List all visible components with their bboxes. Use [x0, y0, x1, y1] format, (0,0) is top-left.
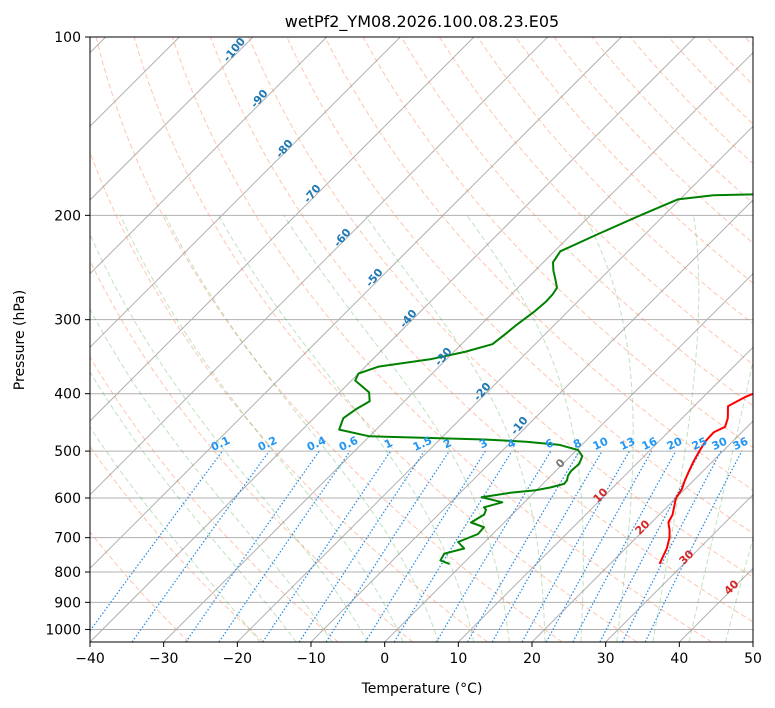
mixing-ratio-line	[621, 450, 722, 642]
isotherm	[90, 37, 475, 422]
moist-adiabat	[90, 426, 261, 642]
dry-adiabat	[210, 37, 753, 623]
dry-adiabat	[90, 531, 190, 642]
y-tick-label: 200	[54, 208, 81, 224]
moist-adiabat	[119, 215, 404, 642]
mixing-ratio-label: 36	[731, 435, 751, 453]
moist-adiabat	[90, 370, 297, 642]
y-tick-label: 400	[54, 387, 81, 403]
isotherm	[384, 272, 753, 642]
dry-adiabat	[477, 37, 753, 325]
mixing-ratio-line	[185, 450, 320, 642]
mixing-ratio-line	[545, 450, 653, 642]
mixing-ratio-line	[364, 450, 486, 642]
isotherm	[605, 493, 753, 642]
profile-layer	[338, 193, 753, 565]
isotherm	[457, 346, 753, 642]
y-tick-label: 300	[54, 313, 81, 329]
isotherm	[531, 420, 753, 642]
x-tick-label: 10	[449, 651, 467, 667]
x-axis-label: Temperature (°C)	[361, 681, 483, 697]
dry-adiabat	[591, 37, 753, 204]
mixing-ratio-label: 20	[665, 435, 685, 453]
mixing-ratio-line	[491, 450, 603, 642]
dry-adiabat	[171, 37, 712, 642]
dry-adiabat	[90, 259, 414, 642]
mixing-ratio-line	[521, 450, 631, 642]
y-tick-label: 800	[54, 565, 81, 581]
mixing-ratio-label: 25	[690, 435, 709, 453]
mixing-ratio-line	[298, 450, 425, 642]
moist-adiabat	[90, 308, 333, 642]
ticks-layer: −40 −30 −20 −10 0 10 20 30 40 50 100 200 300 400 500 60…	[45, 30, 762, 667]
isotherm	[90, 37, 328, 275]
isotherm	[163, 51, 753, 642]
moist-adiabat	[283, 215, 510, 642]
dry-adiabat	[553, 37, 753, 244]
y-axis-label: Pressure (hPa)	[12, 290, 28, 390]
x-tick-label: 0	[380, 651, 389, 667]
x-tick-label: −40	[75, 651, 105, 667]
dry-adiabat	[90, 355, 339, 642]
grid-layer	[90, 37, 753, 642]
moist-adiabat	[90, 233, 369, 642]
isotherm	[90, 37, 622, 570]
isotherm	[90, 37, 549, 496]
moist-adiabat	[652, 215, 700, 642]
mixing-ratio-line	[325, 450, 450, 642]
isotherm	[310, 199, 753, 642]
isotherm	[90, 37, 254, 201]
mixing-ratio-line	[644, 450, 743, 642]
moist-adiabat	[688, 358, 753, 642]
x-tick-label: 50	[744, 651, 762, 667]
moist-adiabat	[364, 215, 546, 642]
x-tick-label: 20	[523, 651, 541, 667]
background-lines-layer	[90, 37, 753, 642]
y-tick-label: 500	[54, 444, 81, 460]
y-tick-label: 1000	[45, 622, 81, 638]
chart-title: wetPf2_YM08.2026.100.08.23.E05	[285, 12, 559, 32]
mixing-ratio-line	[572, 450, 677, 642]
dewpoint-profile	[338, 193, 753, 565]
mixing-ratio-label: 16	[640, 435, 660, 453]
dry-adiabat	[400, 37, 753, 407]
plot-frame	[89, 36, 754, 643]
mixing-ratio-line	[90, 450, 223, 632]
mixing-ratio-label: 10	[591, 435, 611, 453]
mixing-ratio-line	[131, 450, 270, 642]
dry-adiabat	[438, 37, 753, 365]
moist-adiabat	[583, 215, 634, 642]
dry-adiabat	[286, 37, 753, 534]
mixing-ratio-line	[393, 450, 513, 642]
x-tick-label: 40	[670, 651, 688, 667]
y-tick-label: 600	[54, 491, 81, 507]
temperature-profile	[658, 392, 753, 565]
mixing-ratio-label: 13	[618, 435, 637, 453]
mixing-ratio-label: 30	[710, 435, 730, 453]
x-tick-label: −30	[149, 651, 179, 667]
isotherm	[90, 37, 401, 349]
x-tick-label: 30	[597, 651, 615, 667]
isotherm	[236, 125, 753, 642]
dry-adiabat	[95, 37, 563, 642]
x-tick-label: −20	[223, 651, 253, 667]
moist-adiabat	[164, 215, 439, 642]
mixing-ratio-line	[218, 450, 351, 642]
dry-adiabat	[362, 37, 753, 449]
y-tick-label: 700	[54, 531, 81, 547]
dry-adiabat	[133, 37, 638, 642]
isotherm	[90, 37, 696, 642]
dry-adiabat	[324, 37, 753, 491]
y-tick-label: 100	[54, 30, 81, 46]
dry-adiabat	[248, 37, 753, 578]
plot-background	[90, 37, 753, 642]
dry-adiabat	[90, 150, 488, 642]
y-tick-label: 900	[54, 595, 81, 611]
x-tick-label: −10	[296, 651, 326, 667]
